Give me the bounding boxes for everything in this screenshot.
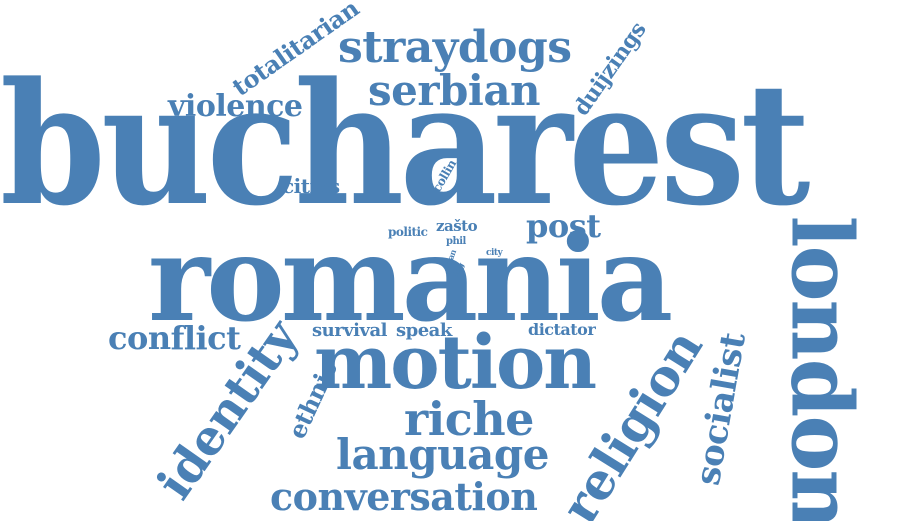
- word-straydogs: straydogs: [338, 22, 572, 73]
- word-cities: cities: [282, 174, 340, 198]
- word-city: city: [486, 248, 503, 258]
- word-post: post: [526, 207, 601, 245]
- word-survival: survival: [312, 320, 387, 341]
- word-romania: romania: [148, 209, 673, 348]
- word-london: london: [772, 215, 872, 521]
- word-riche: riche: [404, 392, 534, 446]
- word-zasto: zašto: [436, 217, 478, 235]
- word-dictator: dictator: [528, 320, 596, 339]
- word-bucharest: bucharest: [0, 45, 810, 243]
- word-serbian: serbian: [368, 66, 541, 115]
- word-violence: violence: [168, 89, 303, 124]
- word-conversation: conversation: [270, 474, 538, 519]
- word-phil: phil: [446, 236, 466, 247]
- word-motion: motion: [314, 320, 597, 406]
- word-speak: speak: [396, 320, 452, 341]
- word-language: language: [336, 430, 549, 479]
- word-conflict: conflict: [108, 319, 241, 357]
- word-politic: politic: [388, 225, 428, 239]
